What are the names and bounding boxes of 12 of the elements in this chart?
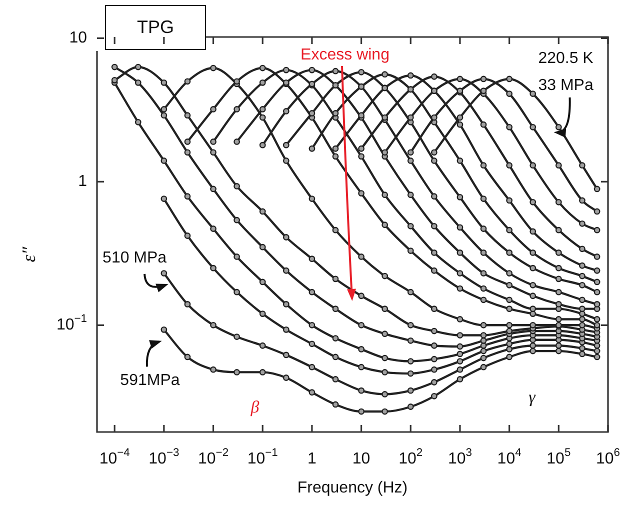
y-axis-title: ε″ (19, 246, 40, 262)
annotation: 591MPa (120, 372, 180, 390)
x-tick-label: 1 (308, 450, 317, 468)
x-axis-title: Frequency (Hz) (297, 479, 408, 496)
annotation: 220.5 K 33 MPa (538, 50, 594, 94)
annotation: 510 MPa (102, 249, 167, 266)
annotation: β (250, 397, 260, 416)
y-tick-label: 10 (69, 30, 88, 47)
y-tick-label: 1 (78, 173, 88, 190)
annotation: γ (528, 387, 537, 406)
x-tick-label: 10 (352, 450, 370, 468)
annotation: Excess wing (300, 46, 390, 64)
